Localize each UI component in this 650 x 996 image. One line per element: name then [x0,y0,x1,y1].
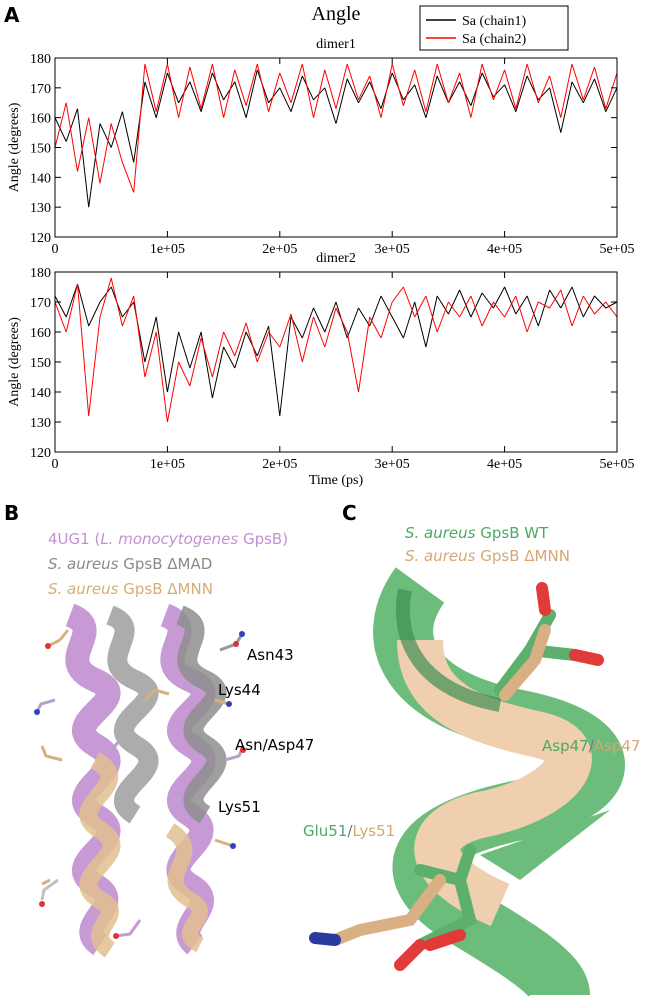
y-tick-label: 120 [30,446,51,461]
y-tick-label: 160 [30,326,51,341]
y-tick-label: 170 [30,82,51,97]
legend-label: Sa (chain1) [462,14,526,29]
x-tick-label: 5e+05 [599,457,634,472]
chart-title: Angle [312,3,361,25]
legend-entry: 4UG1 (L. monocytogenes GpsB) [48,530,288,548]
panel-label: B [4,501,19,525]
legend-entry: S. aureus GpsB ΔMNN [405,547,570,565]
y-tick-label: 170 [30,296,51,311]
legend-entry: S. aureus GpsB WT [405,524,549,542]
residue-label: Asp47/Asp47 [542,737,640,755]
panel-c-text: S. aureus GpsB WT S. aureus GpsB ΔMNN As… [303,524,640,840]
legend-entry: S. aureus GpsB ΔMNN [48,580,213,598]
x-tick-label: 3e+05 [375,457,410,472]
legend-entry: S. aureus GpsB ΔMAD [48,555,212,573]
y-tick-label: 150 [30,142,51,157]
legend-text: L. monocytogenes [100,530,238,548]
y-tick-label: 180 [30,52,51,67]
y-tick-label: 180 [30,266,51,281]
legend-text: GpsB) [238,530,288,548]
legend-text: S. aureus [48,555,119,573]
y-tick-label: 150 [30,356,51,371]
legend-text: GpsB ΔMNN [118,580,212,598]
residue-label: Lys44 [218,681,261,699]
x-tick-label: 4e+05 [487,242,522,257]
legend-text: GpsB ΔMAD [118,555,212,573]
chart-subtitle: dimer2 [316,251,356,266]
x-tick-label: 2e+05 [262,242,297,257]
label-part: Lys51 [352,822,395,840]
legend-label: Sa (chain2) [462,32,526,47]
panel-labels: A B C [4,3,357,525]
legend-text: 4UG1 ( [48,530,100,548]
structure-b [34,603,246,958]
y-tick-label: 140 [30,171,51,186]
residue-label: Asn43 [247,646,294,664]
label-part: Glu51 [303,822,347,840]
structure-c [309,567,625,996]
panel-label: C [342,501,357,525]
x-tick-label: 0 [52,242,59,257]
label-part: / [347,822,353,840]
residue-label: Lys51 [218,798,261,816]
x-tick-label: 4e+05 [487,457,522,472]
label-part: Asp47 [542,737,589,755]
legend-text: S. aureus [405,547,476,565]
residue-label: Asn/Asp47 [235,736,314,754]
x-tick-label: 3e+05 [375,242,410,257]
legend-text: GpsB WT [475,524,549,542]
legend-text: S. aureus [48,580,119,598]
data-line [54,277,618,423]
plot-frame [54,271,618,453]
panel-b-text: 4UG1 (L. monocytogenes GpsB) S. aureus G… [48,530,314,816]
legend-text: GpsB ΔMNN [475,547,569,565]
data-line [54,63,618,193]
x-tick-label: 1e+05 [150,242,185,257]
x-tick-label: 2e+05 [262,457,297,472]
legend-text: S. aureus [405,524,476,542]
label-part: Asp47 [594,737,641,755]
y-tick-label: 130 [30,416,51,431]
y-tick-label: 160 [30,112,51,127]
y-tick-label: 120 [30,231,51,246]
y-axis-label: Angle (degrees) [7,317,22,407]
x-tick-label: 5e+05 [599,242,634,257]
label-part: / [589,737,595,755]
data-line [54,283,618,417]
legend-box [419,5,569,51]
x-tick-label: 0 [52,457,59,472]
x-tick-label: 1e+05 [150,457,185,472]
y-tick-label: 140 [30,386,51,401]
y-tick-label: 130 [30,201,51,216]
panel-label: A [4,3,20,27]
x-axis-label: Time (ps) [309,473,364,488]
y-axis-label: Angle (degrees) [7,102,22,192]
data-line [54,69,618,208]
chart-subtitle: dimer1 [316,37,356,52]
residue-label: Glu51/Lys51 [303,822,395,840]
